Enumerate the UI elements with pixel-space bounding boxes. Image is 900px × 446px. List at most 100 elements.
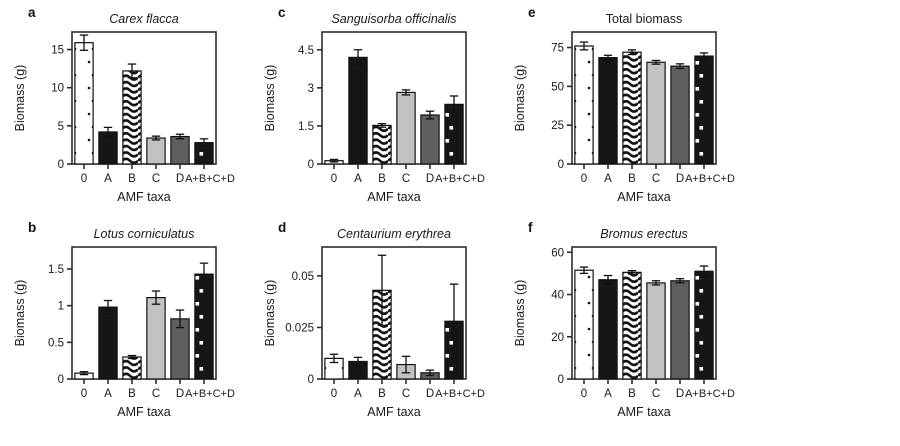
x-tick-label: C — [152, 173, 160, 185]
panel-c: c 0 1.5 3 4.5 0 A B C D A+B+C+D Sanguisorba offici… — [260, 4, 510, 219]
chart-lotus-corniculatus: 0 0.5 1 1.5 0 A B C D A+B+C+D Lotus corniculatus AM… — [10, 219, 260, 434]
chart-svg-e: 0 25 50 75 0 A B C D A+B+C+D Total biomass AMF taxa… — [513, 12, 735, 204]
y-tick-label: 5 — [58, 121, 64, 133]
chart-svg-f: 0 20 40 60 0 A B C D A+B+C+D Bromus erectus AMF tax… — [513, 227, 735, 419]
y-tick-label: 4.5 — [298, 45, 314, 57]
chart-svg-d: 0 0.025 0.05 0 A B C D A+B+C+D Centaurium erythre… — [263, 227, 485, 419]
x-tick-label: A — [604, 388, 612, 400]
x-tick-label: D — [676, 388, 684, 400]
plot-frame — [571, 31, 717, 165]
x-tick-label: 0 — [581, 173, 587, 185]
y-tick-label: 0 — [558, 374, 564, 386]
bar-0 — [74, 42, 94, 165]
x-tick-label: A — [354, 388, 362, 400]
panel-title: Lotus corniculatus — [94, 227, 195, 241]
chart-carex-flacca: 0 5 10 15 0 A B C D A+B+C+D Carex flacca AMF taxa Bi… — [10, 4, 260, 219]
x-tick-label: B — [128, 388, 136, 400]
y-axis: 0 0.025 0.05 — [285, 271, 322, 386]
x-axis: 0 A B C D A+B+C+D — [331, 164, 485, 185]
panel-e: e 0 25 50 75 0 A B C D A+B+C+D Total biomass AMF ta… — [510, 4, 760, 219]
x-tick-label: A+B+C+D — [685, 173, 735, 185]
error-bars — [329, 49, 459, 163]
bar-B — [372, 124, 392, 165]
panel-letter-b: b — [28, 220, 37, 235]
panel-title: Total biomass — [606, 12, 682, 26]
x-axis: 0 A B C D A+B+C+D — [81, 164, 235, 185]
x-axis-label: AMF taxa — [617, 190, 671, 204]
y-axis-label: Biomass (g) — [13, 65, 27, 132]
error-bars — [579, 41, 709, 70]
chart-sanguisorba-officinalis: 0 1.5 3 4.5 0 A B C D A+B+C+D Sanguisorba officina… — [260, 4, 510, 219]
bar-B — [622, 51, 642, 165]
y-axis: 0 1.5 3 4.5 — [298, 45, 322, 171]
panel-b: b 0 0.5 1 1.5 0 A B C D A+B+C+D Lotus corniculatus… — [10, 219, 260, 434]
y-tick-label: 50 — [551, 81, 564, 93]
y-axis-label: Biomass (g) — [513, 280, 527, 347]
panel-d: d 0 0.025 0.05 0 A B C D A+B+C+D Centaurium eryth… — [260, 219, 510, 434]
x-tick-label: A+B+C+D — [435, 388, 485, 400]
x-tick-label: 0 — [81, 173, 87, 185]
error-bars — [79, 262, 209, 376]
x-tick-label: C — [402, 388, 410, 400]
y-axis-label: Biomass (g) — [263, 65, 277, 132]
plot-frame — [71, 246, 217, 380]
y-tick-label: 25 — [551, 120, 564, 132]
panel-letter-a: a — [28, 5, 36, 20]
x-tick-label: A+B+C+D — [685, 388, 735, 400]
chart-bromus-erectus: 0 20 40 60 0 A B C D A+B+C+D Bromus erectus AMF tax… — [510, 219, 760, 434]
x-axis-label: AMF taxa — [117, 190, 171, 204]
y-tick-label: 0.025 — [285, 322, 314, 334]
bar-C — [146, 296, 166, 380]
bar-A+B+C+D — [194, 273, 214, 380]
panel-f: f 0 20 40 60 0 A B C D A+B+C+D Bromus erectus AMF t… — [510, 219, 760, 434]
bar-C — [646, 61, 666, 165]
y-tick-label: 75 — [551, 43, 564, 55]
panel-title: Bromus erectus — [600, 227, 688, 241]
bars — [74, 273, 214, 380]
panel-letter-e: e — [528, 5, 536, 20]
bar-B — [122, 356, 142, 380]
y-tick-label: 1.5 — [48, 264, 64, 276]
panels-grid: a 0 5 10 15 0 A B C D A+B+C+D Carex flacca AMF taxa… — [10, 4, 760, 434]
bar-A — [98, 306, 118, 380]
x-tick-label: B — [378, 173, 386, 185]
x-axis: 0 A B C D A+B+C+D — [331, 379, 485, 400]
bar-D — [170, 135, 190, 165]
x-axis-label: AMF taxa — [617, 405, 671, 419]
error-bars — [579, 265, 709, 286]
y-axis-label: Biomass (g) — [513, 65, 527, 132]
x-tick-label: 0 — [81, 388, 87, 400]
x-tick-label: D — [426, 388, 434, 400]
y-axis: 0 0.5 1 1.5 — [48, 264, 72, 386]
x-axis-label: AMF taxa — [367, 405, 421, 419]
y-tick-label: 0 — [558, 159, 564, 171]
x-tick-label: B — [378, 388, 386, 400]
panel-letter-c: c — [278, 5, 286, 20]
panel-title: Centaurium erythrea — [337, 227, 451, 241]
bar-0 — [574, 45, 594, 165]
x-tick-label: A+B+C+D — [185, 388, 235, 400]
y-tick-label: 10 — [51, 83, 64, 95]
y-tick-label: 0 — [58, 159, 64, 171]
error-bars — [79, 34, 209, 148]
x-tick-label: A — [354, 173, 362, 185]
x-tick-label: D — [426, 173, 434, 185]
y-tick-label: 60 — [551, 247, 564, 259]
bar-0 — [574, 269, 594, 380]
y-tick-label: 0 — [58, 374, 64, 386]
bar-B — [122, 70, 142, 165]
x-axis: 0 A B C D A+B+C+D — [581, 379, 735, 400]
x-axis-label: AMF taxa — [367, 190, 421, 204]
bars — [74, 42, 214, 165]
y-tick-label: 1 — [58, 301, 64, 313]
y-tick-label: 40 — [551, 290, 564, 302]
panel-title: Sanguisorba officinalis — [331, 12, 456, 26]
x-tick-label: A+B+C+D — [435, 173, 485, 185]
bar-B — [622, 271, 642, 380]
plot-frame — [321, 246, 467, 380]
bar-A+B+C+D — [694, 55, 714, 165]
bar-A — [598, 279, 618, 380]
panel-a: a 0 5 10 15 0 A B C D A+B+C+D Carex flacca AMF taxa… — [10, 4, 260, 219]
chart-total-biomass: 0 25 50 75 0 A B C D A+B+C+D Total biomass AMF taxa… — [510, 4, 760, 219]
